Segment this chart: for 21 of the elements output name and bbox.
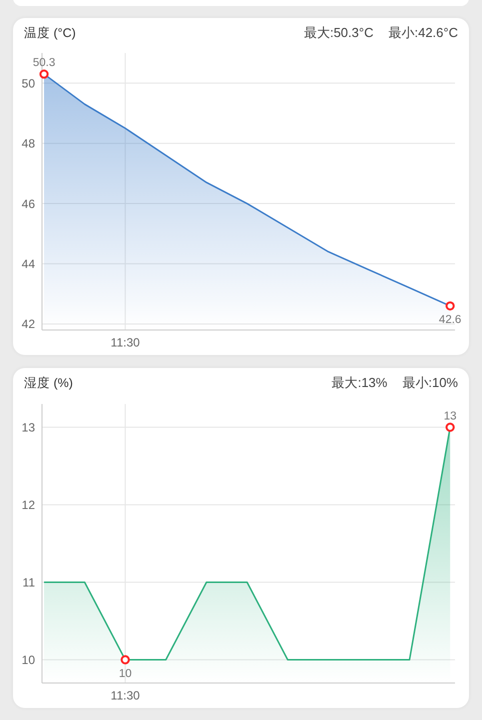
x-tick-label: 11:30 [110,336,140,350]
data-label: 13 [444,410,457,422]
y-tick-label: 48 [22,136,36,151]
text: 最大:13% [332,374,388,392]
text: 最大:50.3°C [304,24,374,42]
data-label: 50.3 [32,57,56,70]
y-tick-label: 46 [22,196,36,211]
y-tick-label: 11 [22,576,36,590]
text: 最小:42.6°C [388,24,458,42]
data-label: 42.6 [438,314,462,326]
y-tick-label: 44 [22,257,36,272]
chart-title: 湿度 (%) [24,375,73,392]
data-label: 10 [118,668,132,680]
text: 最小:10% [402,374,458,392]
y-tick-label: 42 [22,317,36,332]
chart-title: 温度 (°C) [24,25,76,42]
y-tick-label: 50 [22,76,36,90]
x-tick-label: 11:30 [110,688,140,703]
y-tick-label: 12 [22,498,36,512]
y-tick-label: 13 [22,420,36,435]
y-tick-label: 10 [22,653,36,668]
